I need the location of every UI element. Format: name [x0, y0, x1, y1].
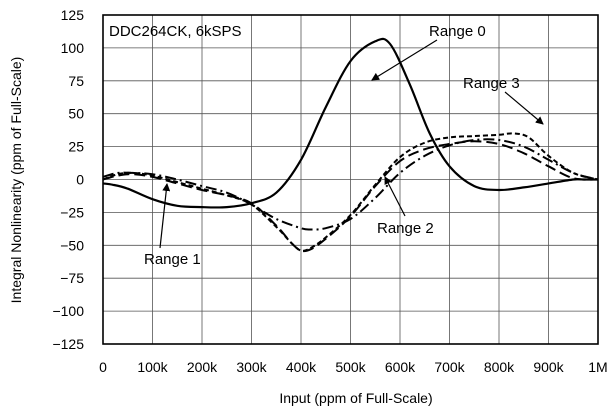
x-tick-label: 1M [588, 359, 607, 375]
x-tick-labels: 0 100k 200k 300k 400k 500k 600k 700k 800k 900k 1M [99, 359, 608, 375]
series-line-range-0 [102, 37, 598, 209]
y-tick-label: 75 [68, 73, 84, 89]
series-lines [102, 37, 599, 253]
inset-label: DDC264CK, 6kSPS [109, 23, 242, 40]
grid [102, 14, 599, 345]
x-tick-label: 500k [335, 359, 366, 375]
y-tick-label: 0 [76, 172, 84, 188]
x-tick-label: 400k [286, 359, 317, 375]
y-tick-label: 50 [68, 106, 84, 122]
annotation-range-1: Range 1 [144, 251, 201, 268]
annotation-range-0: Range 0 [429, 23, 486, 40]
y-tick-label: −75 [60, 270, 84, 286]
y-tick-label: −125 [52, 336, 84, 352]
y-tick-label: 100 [61, 40, 85, 56]
y-tick-label: 25 [68, 139, 84, 155]
annotation-arrow-range-2 [384, 176, 406, 217]
annotation-arrow-range-3 [504, 91, 544, 125]
annotation-range-3: Range 3 [463, 75, 520, 92]
y-tick-label: −50 [60, 237, 84, 253]
series-line-range-1 [102, 140, 599, 253]
x-tick-label: 600k [385, 359, 416, 375]
x-tick-label: 0 [99, 359, 107, 375]
y-tick-label: 125 [61, 7, 85, 23]
x-tick-label: 900k [533, 359, 564, 375]
x-tick-label: 300k [236, 359, 267, 375]
y-tick-label: −25 [60, 204, 84, 220]
series-line-range-2 [102, 138, 599, 231]
series-line-range-3 [102, 132, 599, 252]
plot-frame [102, 14, 599, 345]
y-tick-labels: 125 100 75 50 25 0 −25 −50 −75 −100 −125 [52, 7, 84, 352]
x-tick-label: 100k [137, 359, 168, 375]
x-tick-label: 700k [434, 359, 465, 375]
y-axis-title: Integral Nonlinearity (ppm of Full-Scale… [8, 57, 24, 304]
annotation-range-2: Range 2 [377, 220, 434, 237]
annotation-arrow-range-0 [371, 39, 438, 81]
series-annotations: Range 0 Range 3 Range 2 Range 1 [144, 23, 544, 268]
x-axis-title: Input (ppm of Full-Scale) [279, 390, 432, 406]
y-tick-label: −100 [52, 303, 84, 319]
x-tick-label: 800k [484, 359, 515, 375]
annotation-arrow-range-1 [159, 183, 171, 249]
x-tick-label: 200k [187, 359, 218, 375]
